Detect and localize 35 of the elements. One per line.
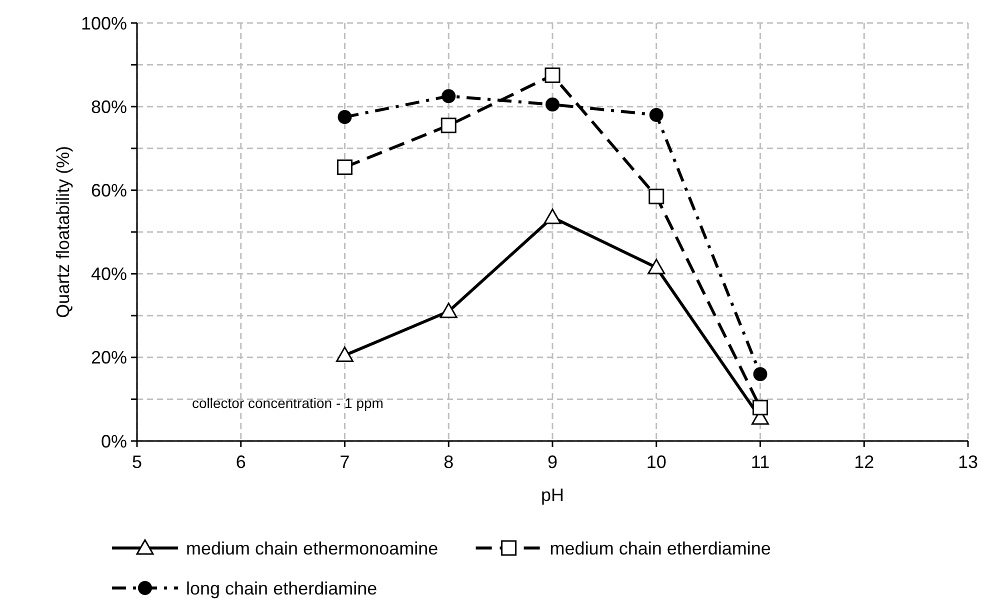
y-tick-label: 80% [90,96,127,117]
point [337,159,352,175]
point [440,118,456,134]
x-tick-label: 13 [958,452,978,472]
x-tick-label: 9 [547,452,558,472]
point [544,68,560,83]
legend-label: long chain etherdiamine [186,578,378,598]
y-tick-label: 0% [100,431,127,452]
y-axis-title: Quartz floatability (%) [53,146,73,318]
point [338,110,352,124]
point [649,108,664,122]
x-tick-label: 10 [646,452,666,472]
y-tick-label: 100% [80,13,127,34]
y-tick-label: 40% [90,264,127,284]
x-axis-title: pH [540,485,564,505]
point [753,367,768,382]
point [752,400,768,416]
x-tick-label: 7 [340,452,350,472]
point [440,302,458,318]
x-tick-label: 11 [750,452,770,472]
x-tick-label: 5 [132,452,142,472]
legend-label: medium chain etherdiamine [550,538,771,558]
x-tick-label: 6 [236,452,246,472]
point [336,346,354,362]
point [546,98,560,112]
point [648,188,664,204]
point [648,258,666,274]
x-tick-label: 8 [444,452,454,472]
y-tick-label: 60% [90,180,127,200]
point [544,208,562,224]
annotation: collector concentration - 1 ppm [192,395,384,411]
legend-label: medium chain ethermonoamine [186,538,438,558]
point [442,89,456,104]
x-tick-label: 12 [854,452,874,472]
y-tick-label: 20% [90,348,127,368]
